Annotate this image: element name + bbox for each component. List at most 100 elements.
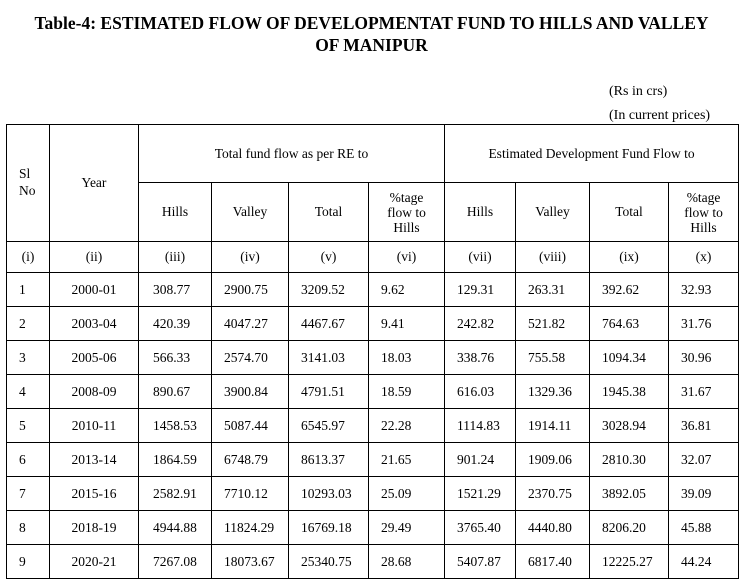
cell-est-hills: 3765.40 [444, 510, 517, 545]
cell-sl-no: 9 [6, 544, 50, 579]
header-group-re: Total fund flow as per RE to [137, 124, 446, 183]
cell-est-valley: 755.58 [515, 340, 591, 375]
cell-year: 2018-19 [49, 510, 139, 545]
header-total: Total [288, 182, 369, 242]
prices-unit-note: (In current prices) [609, 108, 711, 123]
cell-valley: 6748.79 [211, 442, 289, 477]
table-title: Table-4: ESTIMATED FLOW OF DEVELOPMENTAT… [0, 12, 743, 56]
cell-est-hills: 616.03 [444, 374, 517, 409]
cell-est-valley: 521.82 [515, 306, 591, 341]
cell-pct-hills: 22.28 [367, 408, 446, 443]
cell-est-pct-hills: 44.24 [668, 544, 740, 579]
fund-flow-table: Sl No Year Total fund flow as per RE to … [6, 124, 740, 579]
header-sl-no: Sl No [6, 124, 50, 242]
col-number: (vii) [444, 241, 517, 273]
cell-sl-no: 3 [6, 340, 50, 375]
cell-valley: 2900.75 [211, 272, 289, 307]
cell-est-hills: 1521.29 [444, 476, 517, 511]
cell-est-hills: 338.76 [444, 340, 517, 375]
header-pct-line-2: flow to [387, 204, 426, 220]
cell-hills: 890.67 [138, 374, 212, 409]
header-pct-line-1: %tage [389, 189, 424, 205]
cell-sl-no: 6 [6, 442, 50, 477]
table-row: 1 2000-01 308.77 2900.75 3209.52 9.62 129.31 26… [6, 272, 740, 307]
cell-est-valley: 1909.06 [515, 442, 591, 477]
cell-hills: 1458.53 [138, 408, 212, 443]
table-body: 1 2000-01 308.77 2900.75 3209.52 9.62 129.31 26… [6, 272, 740, 579]
cell-pct-hills: 29.49 [367, 510, 446, 545]
cell-sl-no: 2 [6, 306, 50, 341]
cell-year: 2015-16 [49, 476, 139, 511]
cell-est-total: 8206.20 [589, 510, 670, 545]
cell-est-hills: 129.31 [444, 272, 517, 307]
cell-est-hills: 242.82 [444, 306, 517, 341]
cell-total: 16769.18 [288, 510, 369, 545]
cell-sl-no: 1 [6, 272, 50, 307]
cell-total: 10293.03 [288, 476, 369, 511]
cell-total: 6545.97 [288, 408, 369, 443]
header-est-hills: Hills [444, 182, 517, 242]
cell-est-total: 3892.05 [589, 476, 670, 511]
header-sl-no-line-2: No [19, 183, 36, 198]
cell-est-pct-hills: 31.67 [668, 374, 740, 409]
cell-sl-no: 4 [6, 374, 50, 409]
cell-est-valley: 6817.40 [515, 544, 591, 579]
cell-est-hills: 5407.87 [444, 544, 517, 579]
cell-pct-hills: 21.65 [367, 442, 446, 477]
table-row: 8 2018-19 4944.88 11824.29 16769.18 29.49 3765… [6, 510, 740, 545]
cell-pct-hills: 28.68 [367, 544, 446, 579]
cell-pct-hills: 9.62 [367, 272, 446, 307]
cell-valley: 11824.29 [211, 510, 289, 545]
cell-est-valley: 1329.36 [515, 374, 591, 409]
cell-est-total: 12225.27 [589, 544, 670, 579]
cell-year: 2020-21 [49, 544, 139, 579]
cell-pct-hills: 18.59 [367, 374, 446, 409]
cell-est-valley: 1914.11 [515, 408, 591, 443]
table-row: 6 2013-14 1864.59 6748.79 8613.37 21.65 901.24… [6, 442, 740, 477]
cell-pct-hills: 9.41 [367, 306, 446, 341]
cell-valley: 5087.44 [211, 408, 289, 443]
header-sl-no-line-1: Sl [19, 166, 31, 181]
cell-hills: 7267.08 [138, 544, 212, 579]
header-est-pct-line-2: flow to [684, 204, 723, 220]
table-row: 2 2003-04 420.39 4047.27 4467.67 9.41 242.82 52… [6, 306, 740, 341]
cell-year: 2010-11 [49, 408, 139, 443]
header-pct-line-3: Hills [393, 219, 420, 235]
cell-hills: 4944.88 [138, 510, 212, 545]
table-row: 7 2015-16 2582.91 7710.12 10293.03 25.09 1521.… [6, 476, 740, 511]
header-pct-flow-hills: %tage flow to Hills [367, 182, 446, 242]
header-group-estimated: Estimated Development Fund Flow to [444, 124, 740, 183]
col-number: (iii) [138, 241, 212, 273]
cell-valley: 18073.67 [211, 544, 289, 579]
cell-est-total: 764.63 [589, 306, 670, 341]
cell-est-valley: 2370.75 [515, 476, 591, 511]
table-row: 5 2010-11 1458.53 5087.44 6545.97 22.28 1114.8… [6, 408, 740, 443]
cell-year: 2003-04 [49, 306, 139, 341]
cell-hills: 420.39 [138, 306, 212, 341]
cell-est-hills: 1114.83 [444, 408, 517, 443]
cell-total: 8613.37 [288, 442, 369, 477]
cell-est-total: 1094.34 [589, 340, 670, 375]
cell-sl-no: 8 [6, 510, 50, 545]
cell-year: 2000-01 [49, 272, 139, 307]
cell-total: 3209.52 [288, 272, 369, 307]
table-title-line-1: Table-4: ESTIMATED FLOW OF DEVELOPMENTAT… [34, 13, 709, 33]
cell-est-valley: 4440.80 [515, 510, 591, 545]
col-number: (viii) [515, 241, 591, 273]
header-est-valley: Valley [515, 182, 591, 242]
header-est-pct-line-1: %tage [686, 189, 721, 205]
cell-valley: 7710.12 [211, 476, 289, 511]
cell-year: 2005-06 [49, 340, 139, 375]
cell-est-pct-hills: 39.09 [668, 476, 740, 511]
header-est-total: Total [589, 182, 670, 242]
currency-unit-note: (Rs in crs) [609, 84, 668, 99]
cell-est-valley: 263.31 [515, 272, 591, 307]
cell-est-pct-hills: 32.07 [668, 442, 740, 477]
col-number: (v) [288, 241, 369, 273]
cell-est-pct-hills: 36.81 [668, 408, 740, 443]
cell-est-pct-hills: 45.88 [668, 510, 740, 545]
cell-total: 4791.51 [288, 374, 369, 409]
cell-hills: 566.33 [138, 340, 212, 375]
cell-est-total: 2810.30 [589, 442, 670, 477]
cell-year: 2008-09 [49, 374, 139, 409]
